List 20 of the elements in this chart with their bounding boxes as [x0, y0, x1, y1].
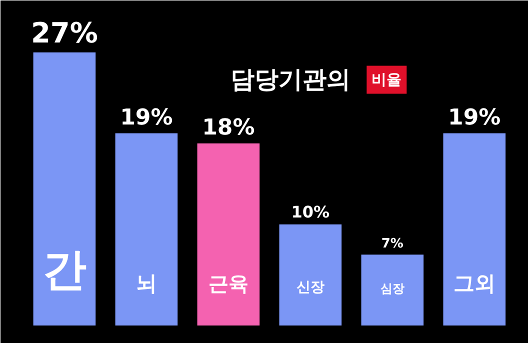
bar: [197, 143, 260, 326]
bar: [279, 224, 342, 326]
bar: [115, 133, 178, 326]
text: 비율: [372, 70, 402, 89]
x-tick-label: 심장: [380, 281, 404, 296]
x-tick-label: 뇌: [136, 271, 157, 296]
data-label: 7%: [381, 236, 404, 252]
x-tick-label: 근육: [208, 271, 248, 296]
x-tick-label: 그외: [453, 271, 496, 296]
bar: [33, 52, 96, 326]
data-label: 19%: [120, 105, 173, 130]
x-tick-label: 신장: [296, 279, 324, 296]
bar: [443, 133, 506, 326]
text: 담당기관의: [230, 66, 351, 94]
data-label: 18%: [202, 115, 255, 140]
data-label: 27%: [30, 16, 98, 50]
data-label: 19%: [448, 105, 501, 130]
data-label: 10%: [291, 202, 330, 222]
x-tick-label: 간: [42, 244, 86, 296]
bar: [361, 254, 424, 326]
